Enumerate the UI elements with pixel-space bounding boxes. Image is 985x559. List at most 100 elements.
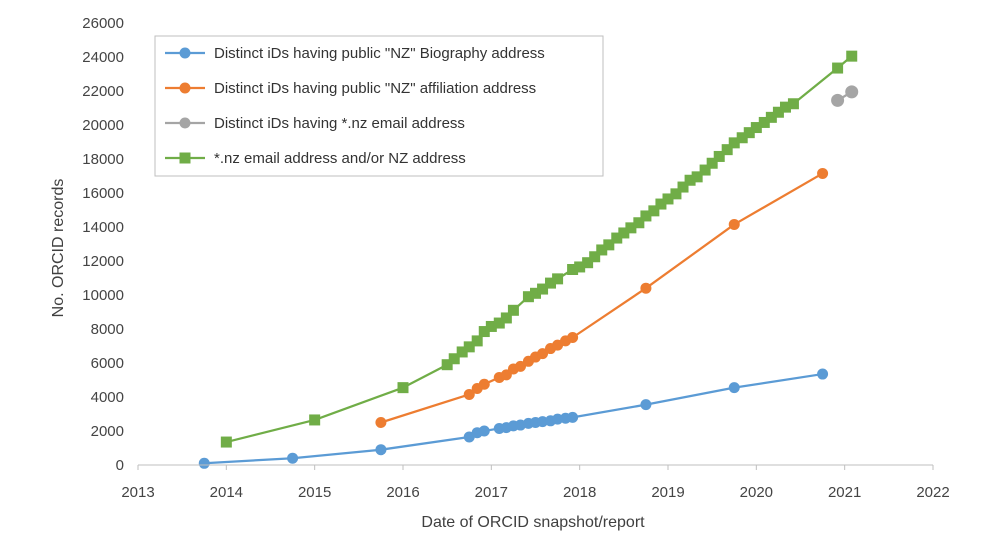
x-tick-label: 2020 bbox=[740, 484, 773, 501]
series-layer bbox=[198, 50, 859, 469]
data-point bbox=[522, 291, 534, 303]
legend-item: *.nz email address and/or NZ address bbox=[165, 150, 466, 167]
y-axis-title: No. ORCID records bbox=[50, 179, 67, 318]
data-point bbox=[552, 273, 564, 285]
data-point bbox=[441, 359, 453, 371]
y-tick-label: 10000 bbox=[82, 287, 124, 304]
data-point bbox=[574, 261, 586, 273]
x-tick-label: 2014 bbox=[210, 484, 243, 501]
data-point bbox=[485, 320, 497, 332]
y-tick-label: 12000 bbox=[82, 253, 124, 270]
x-tick-label: 2022 bbox=[916, 484, 949, 501]
legend-label: Distinct iDs having public "NZ" Biograph… bbox=[214, 45, 545, 62]
data-point bbox=[179, 152, 191, 164]
x-tick-label: 2021 bbox=[828, 484, 861, 501]
data-point bbox=[721, 144, 733, 156]
data-point bbox=[640, 210, 652, 222]
y-tick-label: 2000 bbox=[91, 423, 124, 440]
legend-box bbox=[154, 35, 604, 177]
data-point bbox=[662, 193, 674, 205]
data-point bbox=[728, 382, 740, 394]
x-tick-label: 2016 bbox=[386, 484, 419, 501]
data-point bbox=[670, 188, 682, 200]
x-tick-label: 2015 bbox=[298, 484, 331, 501]
data-point bbox=[198, 457, 210, 469]
legend-label: Distinct iDs having public "NZ" affiliat… bbox=[214, 80, 536, 97]
series-2 bbox=[375, 167, 829, 428]
x-tick-label: 2013 bbox=[121, 484, 154, 501]
data-point bbox=[567, 411, 579, 423]
data-point bbox=[772, 106, 784, 118]
data-point bbox=[845, 85, 859, 99]
data-point bbox=[478, 378, 490, 390]
data-point bbox=[817, 368, 829, 380]
y-tick-label: 14000 bbox=[82, 219, 124, 236]
data-point bbox=[832, 62, 844, 74]
data-point bbox=[179, 47, 191, 59]
data-point bbox=[691, 171, 703, 183]
data-point bbox=[179, 82, 191, 94]
data-point bbox=[537, 416, 549, 428]
data-point bbox=[478, 326, 490, 338]
data-point bbox=[831, 93, 845, 107]
y-tick-label: 6000 bbox=[91, 355, 124, 372]
data-point bbox=[375, 417, 387, 428]
y-tick-label: 26000 bbox=[82, 15, 124, 32]
data-point bbox=[514, 360, 526, 372]
data-point bbox=[736, 132, 748, 144]
data-point bbox=[787, 98, 799, 110]
data-point bbox=[611, 232, 623, 244]
data-point bbox=[500, 312, 512, 324]
data-point bbox=[633, 217, 645, 229]
legend-item: Distinct iDs having public "NZ" Biograph… bbox=[165, 45, 545, 62]
data-point bbox=[677, 181, 689, 193]
y-tick-label: 18000 bbox=[82, 151, 124, 168]
x-tick-label: 2018 bbox=[563, 484, 596, 501]
series-3 bbox=[831, 85, 859, 107]
x-axis-title: Date of ORCID snapshot/report bbox=[421, 514, 645, 531]
legend-label: *.nz email address and/or NZ address bbox=[214, 150, 466, 167]
data-point bbox=[463, 388, 475, 400]
data-point bbox=[507, 304, 519, 316]
data-point bbox=[758, 116, 770, 128]
series-4 bbox=[220, 50, 858, 448]
data-point bbox=[713, 150, 725, 162]
data-point bbox=[706, 157, 718, 169]
data-point bbox=[589, 251, 601, 263]
data-point bbox=[655, 198, 667, 210]
data-point bbox=[537, 283, 549, 295]
data-point bbox=[567, 264, 579, 275]
series-1 bbox=[198, 368, 829, 469]
data-point bbox=[684, 174, 696, 186]
data-point bbox=[493, 317, 505, 329]
x-tick-label: 2017 bbox=[475, 484, 508, 501]
y-tick-label: 20000 bbox=[82, 117, 124, 134]
data-point bbox=[648, 205, 660, 217]
data-point bbox=[779, 101, 791, 113]
y-tick-label: 8000 bbox=[91, 321, 124, 338]
data-point bbox=[471, 335, 483, 347]
data-point bbox=[530, 287, 541, 299]
data-point bbox=[287, 452, 299, 464]
data-point bbox=[743, 127, 755, 139]
data-point bbox=[456, 346, 468, 358]
y-tick-label: 0 bbox=[116, 457, 124, 474]
y-tick-label: 22000 bbox=[82, 83, 124, 100]
data-point bbox=[220, 436, 232, 448]
data-point bbox=[552, 413, 564, 425]
data-point bbox=[463, 341, 475, 353]
data-point bbox=[640, 399, 652, 411]
x-tick-label: 2019 bbox=[651, 484, 684, 501]
data-point bbox=[397, 382, 409, 394]
data-point bbox=[596, 244, 608, 256]
data-point bbox=[625, 222, 637, 234]
data-point bbox=[567, 332, 579, 343]
data-point bbox=[750, 122, 762, 134]
data-point bbox=[728, 137, 740, 149]
data-point bbox=[765, 111, 777, 123]
legend-item: Distinct iDs having *.nz email address bbox=[165, 115, 465, 132]
x-axis-ticks: 2013 2014 2015 2016 2017 2018 2019 2020 2021 2022 bbox=[121, 465, 950, 501]
data-point bbox=[375, 444, 387, 456]
